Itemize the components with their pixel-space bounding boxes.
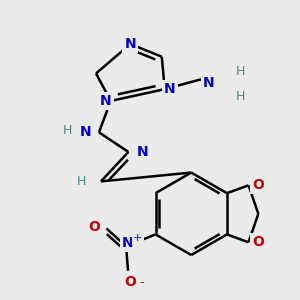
Text: H: H bbox=[76, 175, 86, 188]
Text: N: N bbox=[136, 145, 148, 159]
Text: O: O bbox=[124, 275, 136, 290]
Text: N: N bbox=[124, 37, 136, 51]
Text: H: H bbox=[236, 65, 245, 78]
Text: N: N bbox=[100, 94, 112, 108]
Text: O: O bbox=[252, 235, 264, 249]
Text: N: N bbox=[164, 82, 176, 96]
Text: O: O bbox=[89, 220, 100, 234]
Text: O: O bbox=[252, 178, 264, 192]
Text: N: N bbox=[203, 76, 215, 90]
Text: H: H bbox=[236, 89, 245, 103]
Text: +: + bbox=[133, 233, 142, 243]
Text: N: N bbox=[80, 125, 91, 139]
Text: H: H bbox=[63, 124, 72, 137]
Text: -: - bbox=[140, 276, 144, 289]
Text: N: N bbox=[122, 236, 134, 250]
